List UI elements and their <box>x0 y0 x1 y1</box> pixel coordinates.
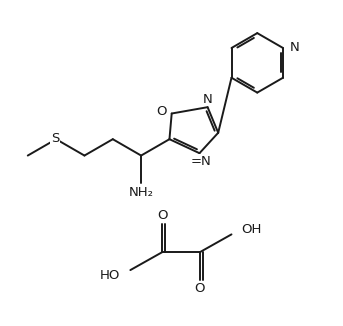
Text: O: O <box>157 209 167 222</box>
Text: O: O <box>194 282 205 295</box>
Text: S: S <box>51 132 59 145</box>
Text: NH₂: NH₂ <box>129 186 154 199</box>
Text: OH: OH <box>241 223 262 236</box>
Text: =N: =N <box>191 155 212 168</box>
Text: N: N <box>203 93 212 106</box>
Text: HO: HO <box>100 269 120 282</box>
Text: O: O <box>156 105 167 118</box>
Text: N: N <box>290 41 300 54</box>
